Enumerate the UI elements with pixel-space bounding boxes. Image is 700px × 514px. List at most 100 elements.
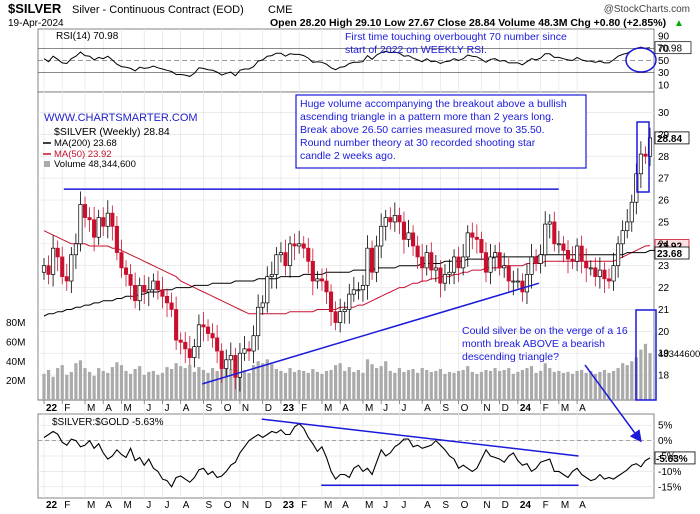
volume-bar — [188, 365, 192, 400]
candle-down — [420, 256, 425, 269]
x-tick-label-bottom: M — [324, 500, 332, 511]
x-tick-label: S — [442, 403, 449, 414]
price-tick-label: 21 — [658, 305, 670, 316]
volume-bar — [543, 363, 547, 400]
volume-bar — [197, 367, 201, 400]
candle-down — [110, 212, 115, 227]
candle-down — [506, 265, 511, 282]
candle-down — [606, 278, 612, 282]
x-tick-label-bottom: F — [543, 500, 549, 511]
price-current-label-box — [654, 131, 690, 145]
rsi-tick-label: 50 — [658, 56, 670, 67]
ratio-tick-label: 5% — [658, 421, 673, 432]
ma50-legend: MA(50) 23.92 — [54, 149, 112, 160]
candle-down — [388, 217, 393, 223]
candle-down — [497, 252, 502, 269]
x-tick-label-bottom: F — [301, 500, 307, 511]
volume-bar — [584, 372, 588, 400]
breakout-candles-highlight — [636, 121, 650, 193]
x-tick-label: J — [383, 403, 388, 414]
volume-bar — [297, 369, 301, 400]
candle-down — [215, 337, 220, 352]
volume-legend-swatch — [44, 161, 50, 167]
x-tick-label: D — [502, 403, 509, 414]
volume-bars: 48344600 — [42, 343, 700, 400]
price-tick-label: 28 — [658, 152, 670, 163]
candle-up — [287, 243, 293, 267]
candle-up — [315, 278, 320, 282]
volume-bar — [274, 369, 278, 400]
volume-bar — [502, 369, 506, 400]
candle-down — [101, 217, 106, 227]
ratio-tick-label: -10% — [658, 467, 681, 478]
candle-up — [374, 245, 379, 273]
volume-bar — [611, 370, 616, 400]
candle-down — [142, 285, 147, 293]
candle-down — [483, 252, 489, 273]
volume-bar — [283, 372, 288, 400]
volume-bar — [165, 367, 169, 400]
candle-down — [470, 232, 475, 238]
volume-bar — [511, 373, 515, 400]
volume-tick-label: 60M — [6, 337, 25, 348]
candle-down — [128, 274, 133, 286]
candle-up — [529, 256, 534, 275]
candle-up — [351, 289, 356, 295]
volume-tick-label: 80M — [6, 318, 25, 329]
volume-tick-label: 20M — [6, 376, 25, 387]
x-tick-label: 23 — [283, 403, 295, 414]
candle-down — [246, 348, 252, 352]
volume-bar — [361, 372, 365, 400]
x-tick-label: N — [242, 403, 249, 414]
volume-bar — [133, 369, 137, 400]
volume-bar — [452, 372, 456, 400]
volume-bar — [447, 371, 452, 400]
volume-bar — [575, 370, 579, 400]
rsi-tick-label: 70 — [658, 44, 670, 55]
candle-up — [488, 256, 493, 273]
candle-up — [556, 243, 561, 246]
price-tick-label: 22 — [658, 283, 670, 294]
candle-up — [347, 293, 352, 310]
volume-bar — [593, 373, 597, 400]
volume-bar — [42, 373, 46, 400]
breakout-volume-highlight — [635, 309, 657, 401]
candle-down — [534, 256, 539, 264]
candle-up — [51, 247, 56, 275]
candle-down — [565, 250, 571, 260]
x-tick-label: J — [401, 403, 406, 414]
candle-down — [561, 243, 566, 251]
candle-down — [593, 267, 598, 277]
candle-down — [233, 355, 238, 378]
ma200-current-label: 23.68 — [657, 249, 682, 260]
candle-up — [620, 230, 625, 245]
candle-up — [392, 215, 397, 223]
x-tick-label-bottom: 22 — [46, 500, 58, 511]
candle-up — [597, 269, 602, 277]
x-tick-label: S — [205, 403, 212, 414]
volume-bar — [169, 369, 174, 400]
candle-down — [397, 215, 402, 223]
ohlc-up-arrow: ▲ — [674, 18, 684, 29]
volume-bar — [46, 369, 51, 400]
volume-bar — [65, 374, 69, 400]
volume-bar — [566, 371, 570, 400]
volume-bar — [347, 367, 351, 400]
volume-bar — [484, 369, 488, 400]
candle-up — [629, 201, 634, 223]
candle-up — [502, 265, 507, 269]
volume-bar — [375, 368, 379, 400]
candle-up — [442, 274, 448, 284]
candle-up — [356, 289, 361, 292]
volume-bar — [493, 368, 497, 400]
candle-up — [137, 285, 142, 302]
volume-bar — [87, 371, 92, 400]
volume-bar — [557, 370, 561, 400]
volume-bar — [625, 365, 629, 400]
price-tick-label: 26 — [658, 196, 670, 207]
candle-down — [210, 333, 215, 339]
x-tick-label: A — [183, 403, 190, 414]
candle-up — [237, 352, 242, 378]
candle-down — [169, 302, 174, 310]
